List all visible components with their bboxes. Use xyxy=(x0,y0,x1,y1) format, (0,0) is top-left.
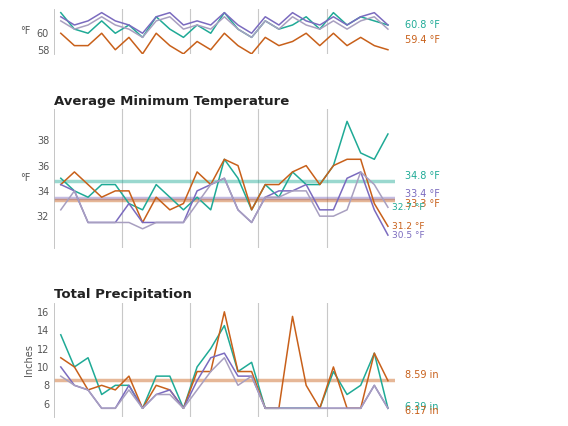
Text: 34.8 °F: 34.8 °F xyxy=(405,171,440,181)
Text: 8.59 in: 8.59 in xyxy=(405,370,438,380)
Y-axis label: Inches: Inches xyxy=(24,344,34,376)
Text: 33.4 °F: 33.4 °F xyxy=(405,189,440,199)
Text: 33.3 °F: 33.3 °F xyxy=(405,199,440,209)
Y-axis label: °F: °F xyxy=(20,26,31,36)
Text: 31.2 °F: 31.2 °F xyxy=(392,222,424,231)
Text: Average Minimum Temperature: Average Minimum Temperature xyxy=(54,95,289,107)
Text: 59.4 °F: 59.4 °F xyxy=(405,35,440,45)
Text: 30.5 °F: 30.5 °F xyxy=(392,230,425,239)
Text: 6.39 in: 6.39 in xyxy=(405,402,438,412)
Text: 32.7 °F: 32.7 °F xyxy=(392,203,424,212)
Text: 6.17 in: 6.17 in xyxy=(405,406,438,416)
Y-axis label: °F: °F xyxy=(20,173,31,183)
Text: Total Precipitation: Total Precipitation xyxy=(54,288,192,302)
Text: 60.8 °F: 60.8 °F xyxy=(405,20,440,30)
